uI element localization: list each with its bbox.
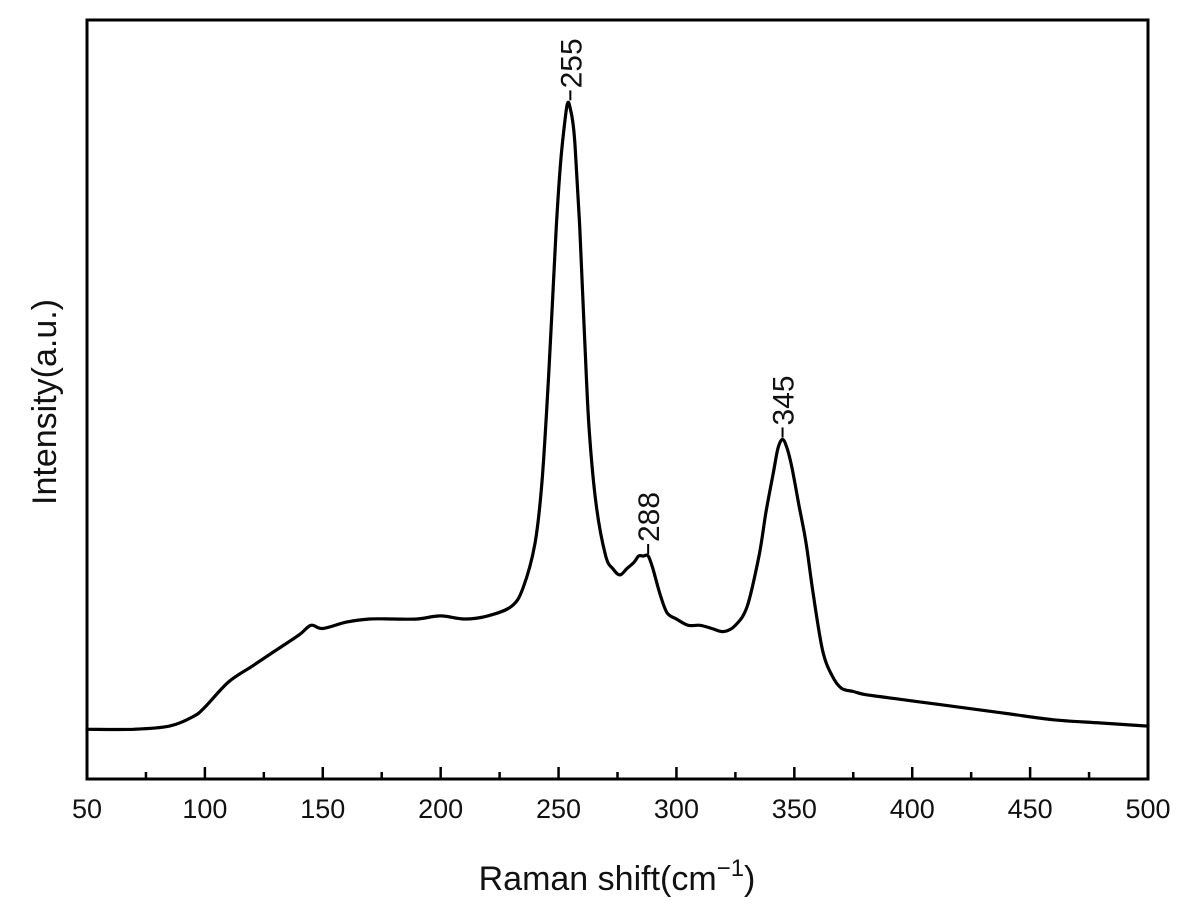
x-tick-label: 250 (536, 794, 581, 824)
plot-frame (85, 18, 1150, 781)
x-tick-label: 350 (772, 794, 817, 824)
peak-annotations: 255 288 345 (555, 38, 801, 554)
x-tick-label: 100 (182, 794, 227, 824)
peak-label-255: 255 (555, 38, 588, 88)
x-tick-label: 50 (72, 794, 102, 824)
peak-label-288: 288 (633, 492, 666, 542)
x-tick-label: 150 (300, 794, 345, 824)
x-tick-label: 200 (418, 794, 463, 824)
x-tick-label: 500 (1125, 794, 1170, 824)
x-tick-label: 400 (890, 794, 935, 824)
peak-label-345: 345 (768, 375, 801, 425)
x-axis-ticks (85, 767, 1150, 779)
x-axis-tick-labels: 50 100 150 200 250 300 350 400 450 500 (72, 794, 1171, 824)
spectrum-line (85, 100, 1150, 732)
x-tick-label: 450 (1008, 794, 1053, 824)
x-axis-title: Raman shift(cm−1) (479, 855, 756, 898)
x-tick-label: 300 (654, 794, 699, 824)
y-axis-title: Intensity(a.u.) (26, 299, 64, 505)
